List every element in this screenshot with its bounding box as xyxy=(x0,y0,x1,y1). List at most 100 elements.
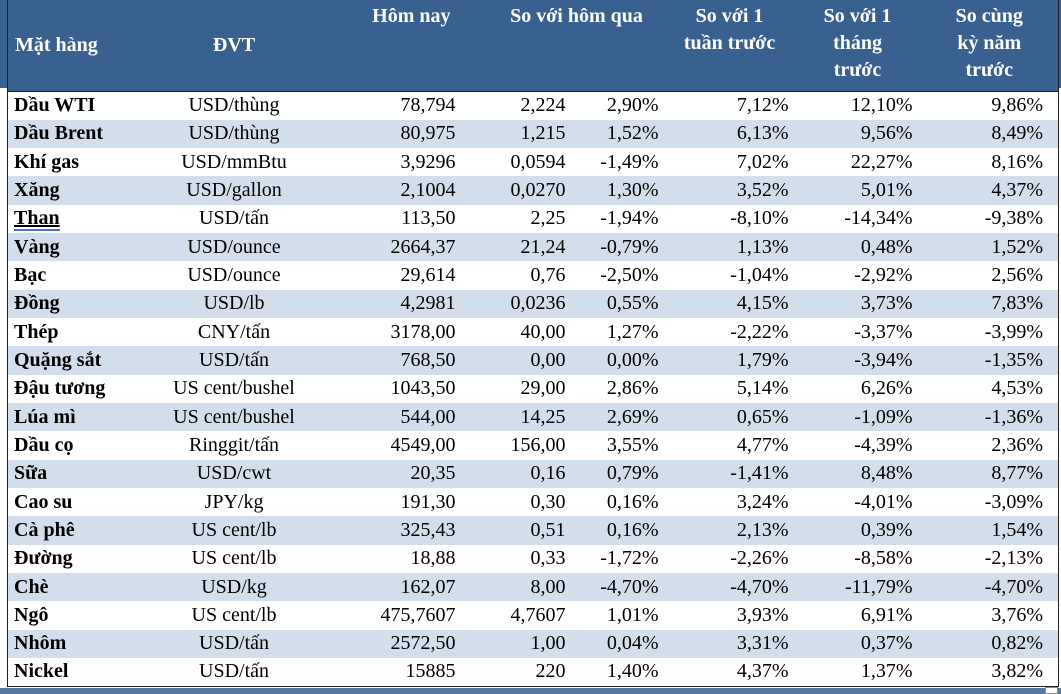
cell-vs-yesterday: 1,27% xyxy=(606,320,659,343)
table-row: Đậu tương US cent/bushel 1043,50 29,00 2,86%… xyxy=(8,375,1059,403)
cell-vs-month: 3,73% xyxy=(860,292,913,315)
cell-unit: US cent/lb xyxy=(191,604,277,627)
col-header-vs-year-label: So cùng kỳ năm trước xyxy=(955,5,1023,81)
cell-vs-yesterday: -1,49% xyxy=(600,150,659,173)
cell-vs-year: 2,56% xyxy=(991,264,1044,287)
cell-vs-month: -1,09% xyxy=(854,405,913,428)
cell-name: Vàng xyxy=(14,235,60,258)
cell-today: 20,35 xyxy=(410,462,456,485)
cell-vs-year: 1,52% xyxy=(991,235,1044,258)
table-row: Lúa mì US cent/bushel 544,00 14,25 2,69% 0,65… xyxy=(7,403,1059,432)
cell-unit: USD/cwt xyxy=(196,462,272,485)
cell-vs-yesterday: 0,16% xyxy=(606,490,659,513)
cell-change: 0,00 xyxy=(530,349,566,372)
cell-vs-yesterday: -2,50% xyxy=(600,264,659,287)
cell-unit: USD/lb xyxy=(203,292,265,315)
cell-today: 1043,50 xyxy=(390,377,456,400)
table-row: Vàng USD/ounce 2664,37 21,24 -0,79% 1,13% 0,48… xyxy=(7,233,1059,262)
cell-vs-yesterday: 0,16% xyxy=(606,519,659,542)
cell-vs-year: 7,83% xyxy=(991,292,1044,315)
cell-change: 2,25 xyxy=(530,207,566,230)
cell-unit: US cent/bushel xyxy=(173,405,295,428)
table-row: Nickel USD/tấn 15885 220 1,40% 4,37% 1,37% 3,82… xyxy=(8,658,1059,686)
cell-change: 0,0594 xyxy=(510,150,566,173)
cell-unit: USD/tấn xyxy=(199,632,269,655)
cell-vs-week: 2,13% xyxy=(736,519,789,542)
cell-vs-week: -4,70% xyxy=(730,575,789,598)
cell-vs-week: 0,65% xyxy=(736,405,789,428)
cell-change: 1,215 xyxy=(520,122,566,145)
cell-today: 2572,50 xyxy=(390,632,456,655)
cell-vs-week: 4,37% xyxy=(736,660,789,683)
cell-vs-year: 8,77% xyxy=(991,462,1044,485)
cell-today: 78,794 xyxy=(400,94,456,117)
cell-name: Than xyxy=(8,205,158,233)
cell-change: 29,00 xyxy=(520,377,566,400)
cell-vs-year: 4,37% xyxy=(991,179,1044,202)
commodity-link[interactable]: Than xyxy=(14,207,60,230)
cell-vs-month: 8,48% xyxy=(860,462,913,485)
cell-vs-month: 1,37% xyxy=(860,660,913,683)
cell-today: 4549,00 xyxy=(390,434,456,457)
cell-unit: USD/tấn xyxy=(199,349,269,372)
cell-vs-week: -1,41% xyxy=(730,462,789,485)
cell-change: 40,00 xyxy=(520,320,566,343)
table-row: Ngô US cent/lb 475,7607 4,7607 1,01% 3,93% 6,9… xyxy=(8,601,1059,629)
cell-vs-yesterday: -4,70% xyxy=(600,575,659,598)
cell-change: 2,224 xyxy=(520,94,566,117)
table-row: Đường US cent/lb 18,88 0,33 -1,72% -2,26% -8,5… xyxy=(8,545,1059,573)
cell-vs-year: 1,54% xyxy=(991,519,1044,542)
cell-change: 21,24 xyxy=(520,235,566,258)
cell-vs-month: 0,39% xyxy=(860,519,913,542)
table-row: Cà phê US cent/lb 325,43 0,51 0,16% 2,13% 0,39… xyxy=(7,516,1059,545)
cell-vs-month: -4,39% xyxy=(854,434,913,457)
table-resize-handle[interactable] xyxy=(1045,687,1058,694)
header-row: Mặt hàng ĐVT Hôm nay So với hôm qua So v… xyxy=(7,0,1059,92)
cell-name: Lúa mì xyxy=(14,405,76,428)
cell-unit: USD/ounce xyxy=(187,235,281,258)
cell-change: 156,00 xyxy=(510,434,566,457)
cell-vs-yesterday: 2,90% xyxy=(606,94,659,117)
cell-vs-week: 4,15% xyxy=(736,292,789,315)
cell-change: 0,16 xyxy=(530,462,566,485)
cell-today: 3,9296 xyxy=(400,150,456,173)
cell-vs-year: -4,70% xyxy=(984,575,1044,598)
cell-vs-month: 12,10% xyxy=(850,94,913,117)
cell-vs-month: 6,91% xyxy=(860,604,913,627)
cell-vs-yesterday: 1,52% xyxy=(606,122,659,145)
cell-vs-year: 8,49% xyxy=(991,122,1044,145)
cell-vs-week: 3,52% xyxy=(736,179,789,202)
cell-vs-week: -2,26% xyxy=(730,547,789,570)
col-header-vs-year: So cùng kỳ năm trước xyxy=(920,0,1059,92)
cell-change: 0,51 xyxy=(530,519,566,542)
cell-vs-week: 7,12% xyxy=(736,94,789,117)
cell-name: Dầu WTI xyxy=(14,94,96,117)
cell-vs-week: -8,10% xyxy=(730,207,789,230)
col-header-vs-yesterday: So với hôm qua xyxy=(460,0,665,92)
table-row: Bạc USD/ounce 29,614 0,76 -2,50% -1,04% -2,92%… xyxy=(8,261,1059,289)
cell-vs-yesterday: 1,01% xyxy=(606,604,659,627)
table-row: Dầu WTI USD/thùng 78,794 2,224 2,90% 7,12% 12,… xyxy=(8,92,1059,120)
table-row: Sữa USD/cwt 20,35 0,16 0,79% -1,41% 8,48% 8,77% xyxy=(7,459,1059,489)
cell-change: 0,76 xyxy=(530,264,566,287)
cell-name: Dầu cọ xyxy=(14,434,74,457)
table-row: Chè USD/kg 162,07 8,00 -4,70% -4,70% -11,79% -4… xyxy=(7,573,1059,602)
cell-vs-year: 4,53% xyxy=(991,377,1044,400)
cell-today: 18,88 xyxy=(410,547,456,570)
cell-vs-week: 7,02% xyxy=(736,150,789,173)
cell-vs-year: 8,16% xyxy=(991,150,1044,173)
cell-name: Cà phê xyxy=(14,519,75,542)
cell-change: 0,0236 xyxy=(510,292,566,315)
cell-vs-yesterday: 3,55% xyxy=(606,434,659,457)
cell-unit: Ringgit/tấn xyxy=(189,434,279,457)
cell-vs-month: -3,37% xyxy=(854,320,913,343)
cell-vs-yesterday: 0,55% xyxy=(606,292,659,315)
table-header: Mặt hàng ĐVT Hôm nay So với hôm qua So v… xyxy=(7,0,1059,92)
cell-vs-month: 0,48% xyxy=(860,235,913,258)
cell-vs-year: 3,76% xyxy=(991,604,1044,627)
cell-vs-week: 3,31% xyxy=(736,632,789,655)
table-body: Dầu WTI USD/thùng 78,794 2,224 2,90% 7,12% 12,… xyxy=(7,92,1059,687)
cell-change: 0,30 xyxy=(530,490,566,513)
table-row: Dầu cọ Ringgit/tấn 4549,00 156,00 3,55% 4,77%… xyxy=(8,431,1059,459)
table-row: Khí gas USD/mmBtu 3,9296 0,0594 -1,49% 7,02% 2… xyxy=(8,148,1059,176)
